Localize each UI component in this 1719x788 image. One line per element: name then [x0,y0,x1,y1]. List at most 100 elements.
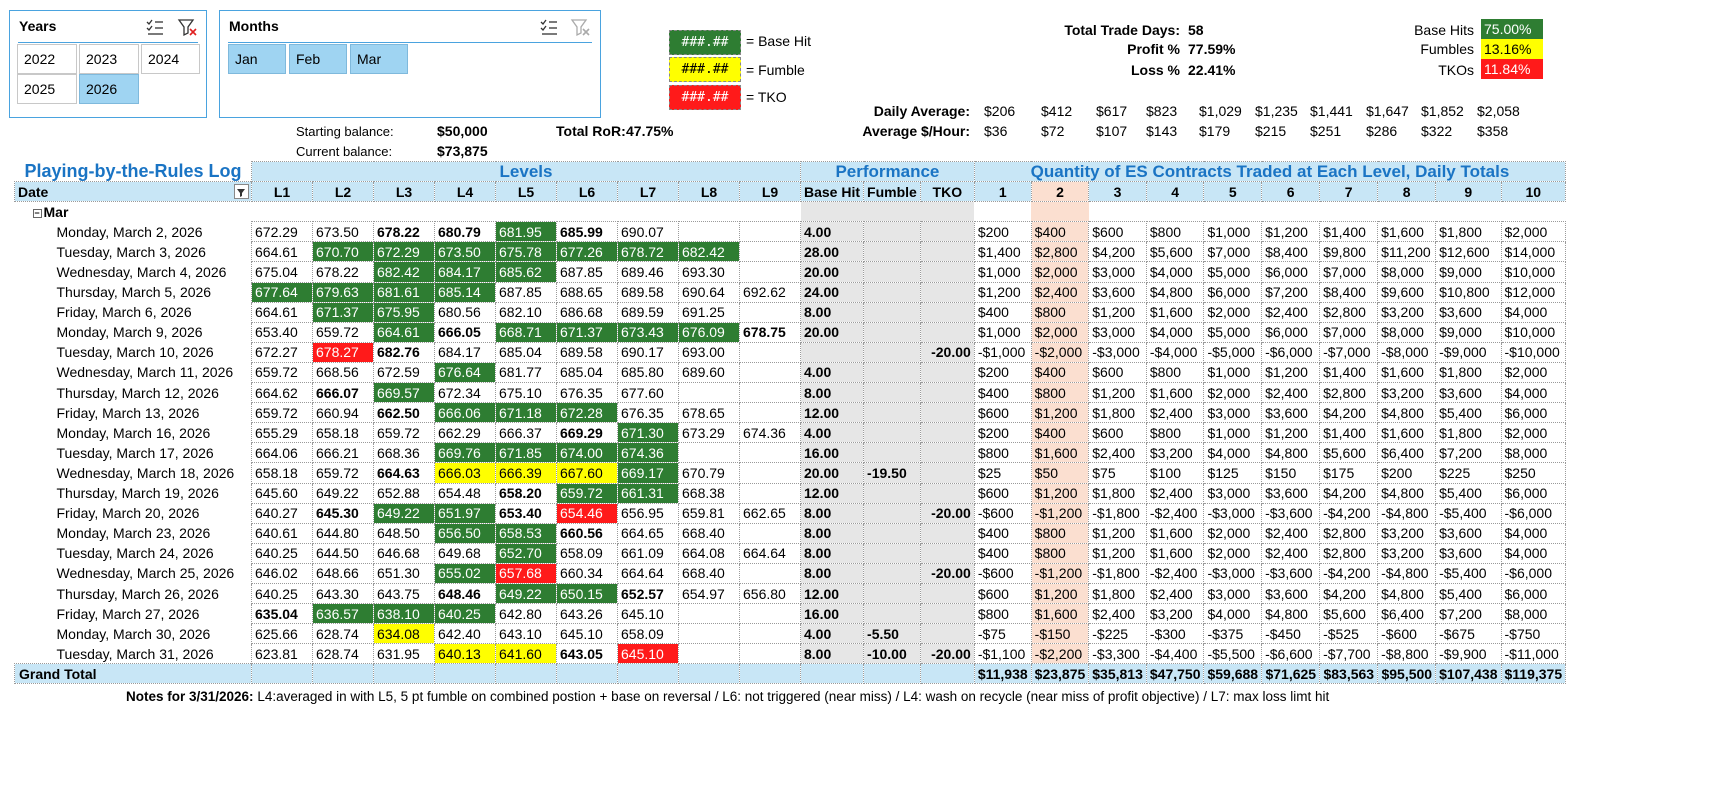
year-2026-button[interactable]: 2026 [79,74,139,104]
qty-cell: -$2,400 [1145,502,1205,524]
level-cell: 660.34 [556,562,618,584]
month-mar-button[interactable]: Mar [350,44,408,74]
empty-cell [1031,201,1089,222]
table-row: Friday, March 27, 2026 635.04 636.57 638.10… [15,603,1567,625]
quantity-band: Quantity of ES Contracts Traded at Each … [973,160,1567,183]
perf-cell: 4.00 [799,221,865,243]
qty-cell: $9,600 [1377,281,1437,303]
total-ror-label: Total RoR: [556,123,626,139]
level-header: L5 [495,181,557,203]
qty-cell: $3,600 [1435,522,1502,544]
perf-cell: 20.00 [799,321,865,343]
table-row: Friday, March 13, 2026 659.72 660.94 662.50… [15,402,1567,424]
empty-cell [374,202,435,222]
level-cell: 640.25 [251,582,313,605]
qty-cell: $1,000 [1203,221,1263,243]
date-cell: Friday, March 6, 2026 [56,304,192,321]
qty-cell: $6,000 [1500,402,1567,424]
level-cell: 666.21 [312,442,374,464]
level-cell [739,221,801,243]
date-cell: Monday, March 9, 2026 [56,324,203,341]
level-cell: 658.53 [495,522,557,544]
level-cell: 661.31 [617,482,679,504]
qty-cell: $4,200 [1319,402,1379,424]
perf-cell [863,502,921,524]
qty-cell: $4,000 [1500,542,1567,564]
multi-select-icon[interactable] [538,17,560,37]
qty-cell: $2,400 [1261,522,1321,544]
qty-header: 6 [1261,181,1321,203]
group-row: − Mar [15,201,1566,222]
qty-cell: $1,600 [1145,522,1205,544]
qty-cell: -$1,000 [973,341,1032,363]
qty-cell: -$1,100 [973,643,1032,665]
empty-cell [313,202,374,222]
qty-cell: $175 [1319,462,1379,484]
hourly-average-value: $322 [1421,123,1453,139]
empty-cell [740,202,801,222]
qty-cell: $6,000 [1261,261,1321,283]
level-cell: 658.09 [617,623,679,645]
level-cell: 671.37 [556,321,618,343]
hourly-average-value: $179 [1199,123,1231,139]
level-cell: 686.68 [556,301,618,323]
year-2022-button[interactable]: 2022 [17,44,77,74]
filter-dropdown-icon[interactable] [234,184,249,200]
month-feb-button[interactable]: Feb [289,44,347,74]
level-cell: 673.50 [434,241,496,263]
collapse-icon[interactable]: − [32,207,42,218]
qty-cell: $3,000 [1203,402,1263,424]
level-cell: 682.76 [373,341,435,363]
qty-cell: $1,600 [1145,382,1205,404]
month-jan-button[interactable]: Jan [228,44,286,74]
clear-filter-icon[interactable] [177,17,199,37]
level-cell: 677.64 [251,281,313,303]
level-cell: 690.17 [617,341,679,363]
qty-cell: $25 [973,462,1032,484]
qty-cell: -$11,000 [1500,643,1567,665]
qty-cell: $4,800 [1377,582,1437,605]
qty-cell: $3,600 [1261,482,1321,504]
year-2025-button[interactable]: 2025 [17,74,77,104]
year-2023-button[interactable]: 2023 [79,44,139,74]
level-cell: 653.40 [251,321,313,343]
perf-cell: 8.00 [799,382,865,404]
level-cell: 648.66 [312,562,374,584]
level-cell: 649.68 [434,542,496,564]
hourly-average-value: $358 [1477,123,1509,139]
level-cell: 662.50 [373,402,435,424]
qty-cell: $4,000 [1500,522,1567,544]
qty-cell: -$5,400 [1435,502,1502,524]
level-header: L2 [312,181,374,203]
level-cell: 644.50 [312,542,374,564]
level-cell: 662.65 [739,502,801,524]
perf-cell: 4.00 [799,623,865,645]
qty-cell: -$9,900 [1435,643,1502,665]
grand-total-empty [799,663,865,685]
qty-cell: $2,400 [1030,281,1090,303]
level-cell: 669.29 [556,422,618,444]
qty-cell: $1,000 [1203,422,1263,444]
level-cell: 664.08 [678,542,740,564]
grand-total-cell: $119,375 [1500,663,1567,685]
level-cell: 640.25 [434,603,496,625]
table-row: Tuesday, March 10, 2026 672.27 678.27 682.7… [15,341,1567,363]
year-2024-button[interactable]: 2024 [141,44,200,74]
perf-cell [863,402,921,424]
multi-select-icon[interactable] [144,17,166,37]
qty-cell: -$8,800 [1377,643,1437,665]
level-cell: 670.79 [678,462,740,484]
level-cell: 643.05 [556,643,618,665]
date-header[interactable]: Date [14,181,252,203]
level-cell: 640.25 [251,542,313,564]
qty-cell: $1,600 [1377,422,1437,444]
perf-cell [863,442,921,464]
group-mar[interactable]: − Mar [15,202,252,222]
clear-filter-icon[interactable] [570,17,592,37]
perf-cell [919,542,975,564]
qty-cell: $600 [1088,221,1147,243]
level-cell: 672.59 [373,361,435,384]
level-cell: 670.70 [312,241,374,263]
level-cell: 674.00 [556,442,618,464]
level-cell [739,442,801,464]
